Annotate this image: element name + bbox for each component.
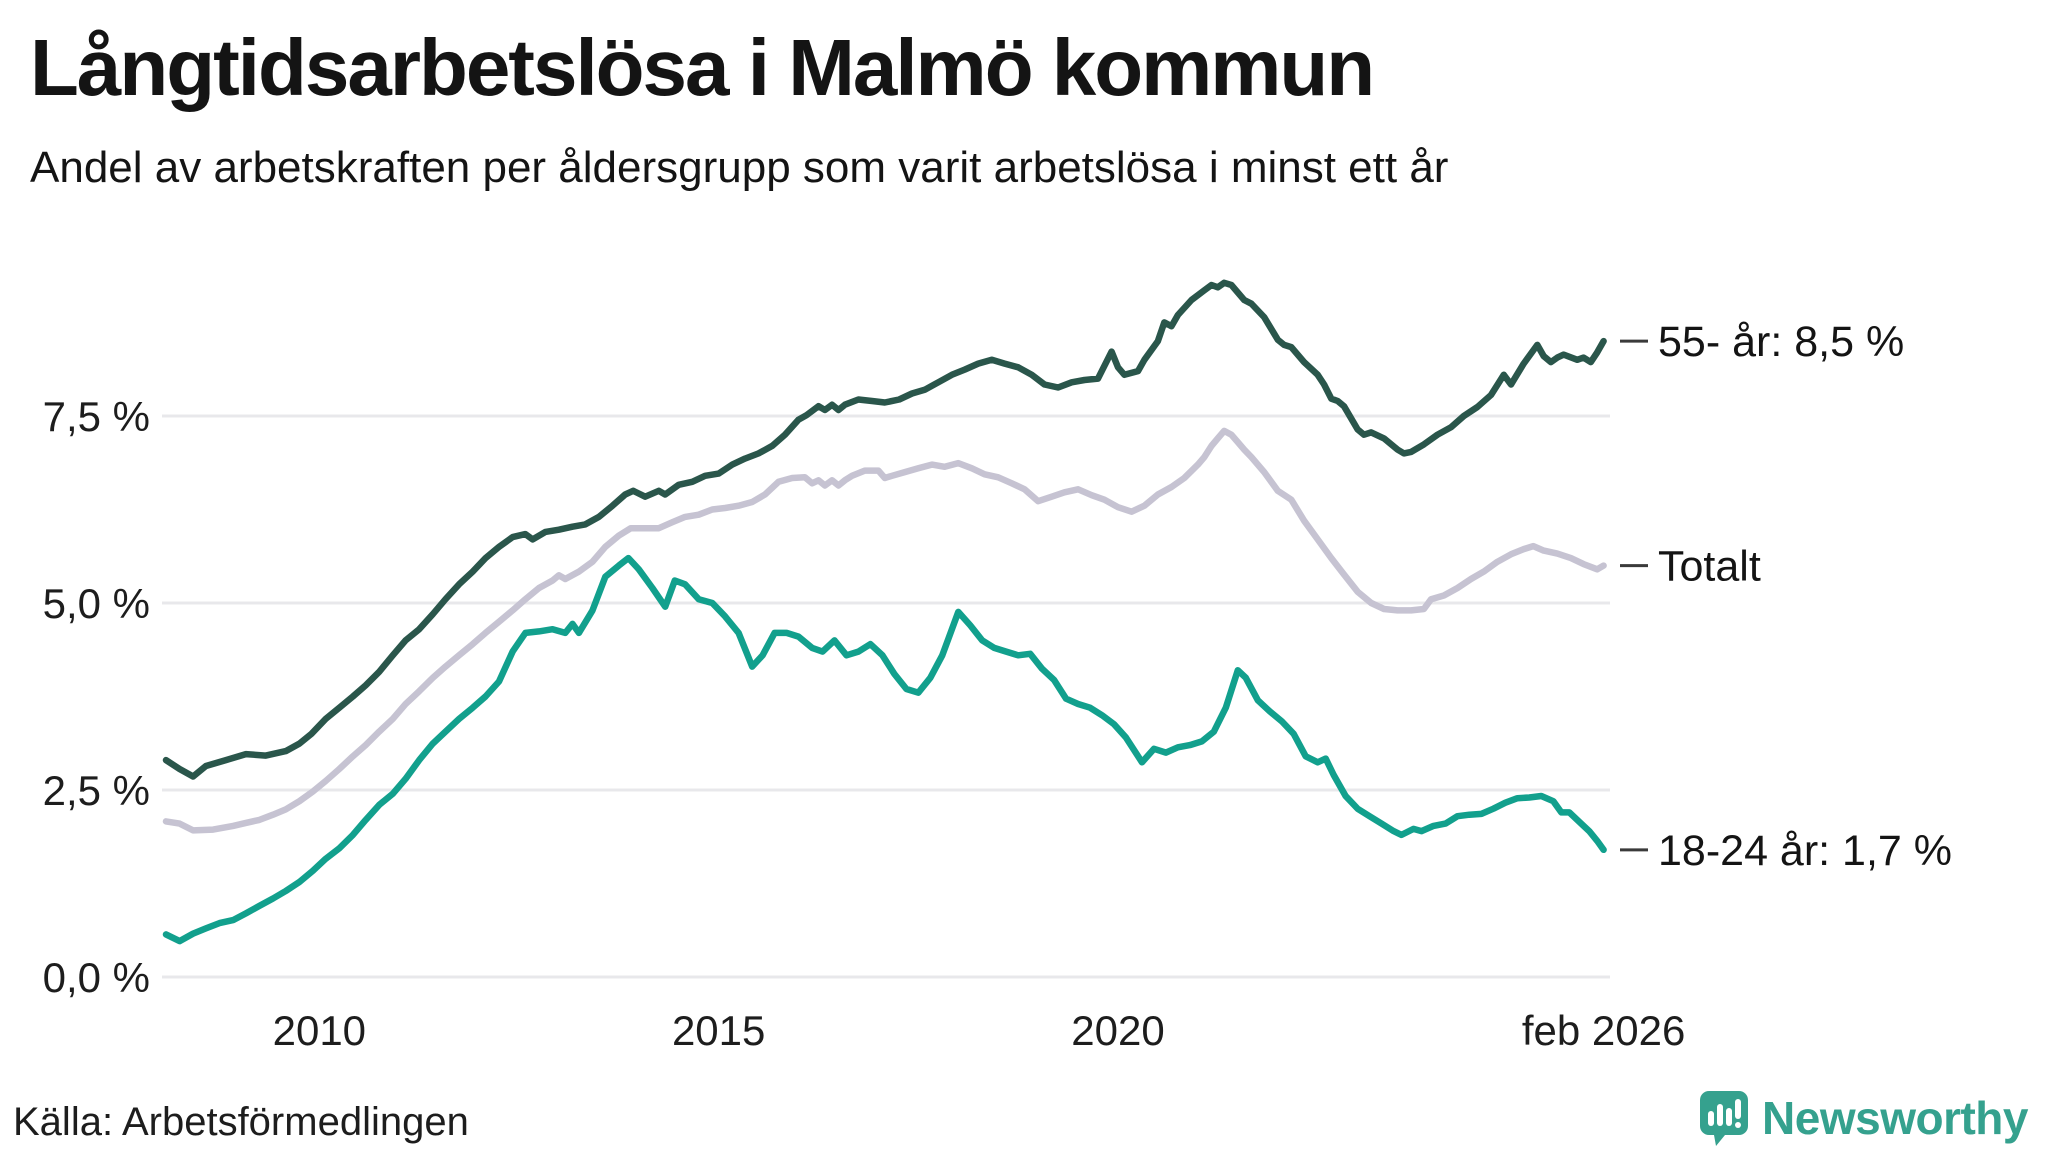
x-axis-label: 2020	[1071, 1007, 1164, 1054]
series-line-55r	[162, 279, 1607, 780]
chart-subtitle: Andel av arbetskraften per åldersgrupp s…	[30, 143, 1449, 192]
series-lines	[162, 279, 1607, 945]
newsworthy-logo-icon	[1700, 1090, 1749, 1146]
x-axis-label: feb 2026	[1522, 1007, 1686, 1054]
series-end-labels: 55- år: 8,5 % Totalt 18-24 år: 1,7 %	[1620, 318, 1952, 875]
y-axis-label: 7,5 %	[43, 393, 150, 440]
series-line-1824r	[162, 554, 1607, 945]
y-axis-label: 0,0 %	[43, 954, 150, 1001]
chart-title: Långtidsarbetslösa i Malmö kommun	[30, 23, 1375, 112]
y-axis-label: 5,0 %	[43, 580, 150, 627]
logo-bar-chart-icon	[1708, 1098, 1742, 1128]
series-end-label: 55- år: 8,5 %	[1658, 318, 1904, 366]
series-end-label: Totalt	[1658, 543, 1761, 591]
x-axis-label: 2010	[273, 1007, 366, 1054]
source-note: Källa: Arbetsförmedlingen	[13, 1100, 469, 1144]
series-end-label: 18-24 år: 1,7 %	[1658, 827, 1952, 875]
y-axis-label: 2,5 %	[43, 767, 150, 814]
axis-labels: 0,0 % 2,5 % 5,0 % 7,5 % 2010 2015 2020 feb 2026	[43, 393, 1686, 1054]
series-line-Totalt	[162, 427, 1607, 834]
speech-bubble-shape	[1700, 1090, 1749, 1146]
x-axis-label: 2015	[672, 1007, 765, 1054]
gridlines	[162, 414, 1610, 979]
newsworthy-brand: Newsworthy	[1699, 1088, 2028, 1148]
newsworthy-wordmark: Newsworthy	[1762, 1092, 2028, 1144]
